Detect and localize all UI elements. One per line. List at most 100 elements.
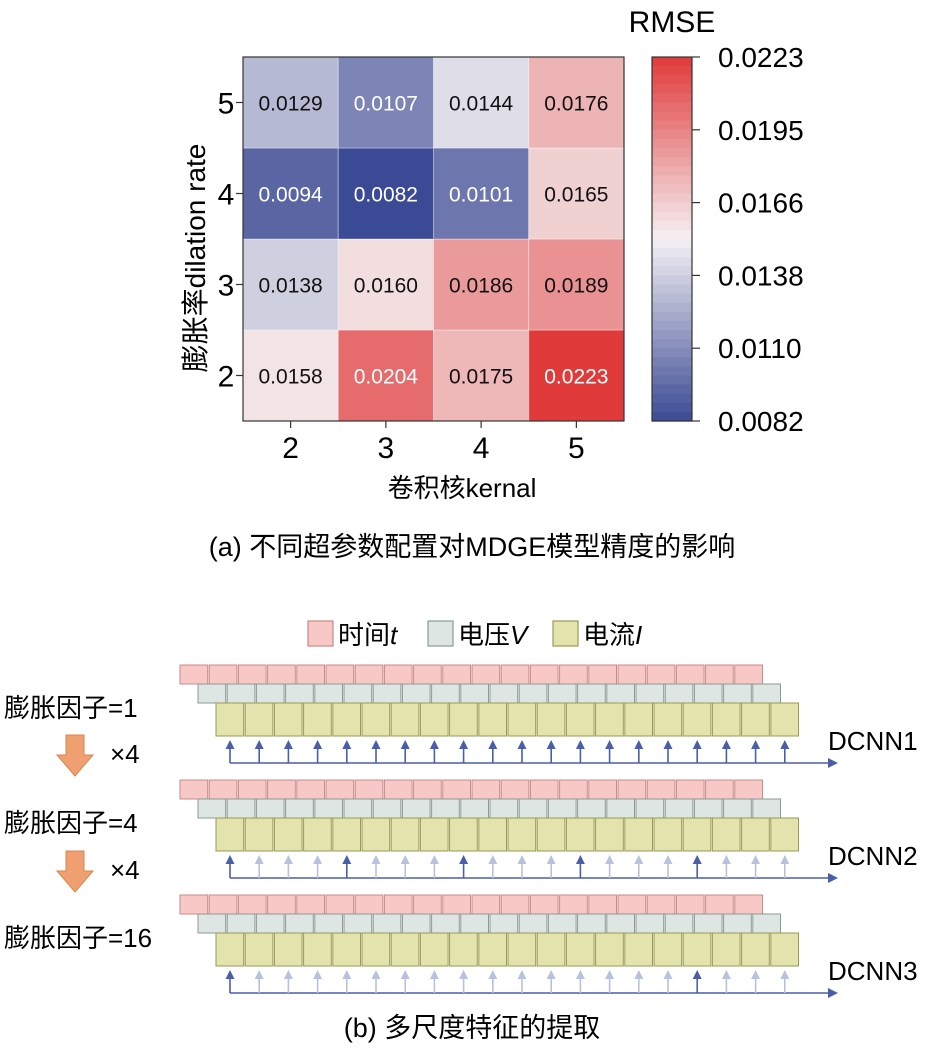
input-arrowhead xyxy=(459,740,469,749)
heatmap-cell xyxy=(242,238,339,331)
sequence-cell xyxy=(675,664,705,685)
sequence-cell xyxy=(595,702,624,737)
sequence-cell xyxy=(723,683,752,704)
sequence-cell xyxy=(244,817,274,852)
cell-value-label: 0.0158 xyxy=(259,366,323,389)
sequence-cell xyxy=(547,798,577,819)
sequence-cell xyxy=(413,779,442,800)
sequence-cell xyxy=(529,894,559,915)
sequence-cell xyxy=(383,664,413,685)
sequence-cell xyxy=(770,817,799,852)
sequence-cell xyxy=(419,817,449,852)
sequence-cell xyxy=(489,913,519,934)
sequence-cell xyxy=(559,664,588,685)
sequence-cell xyxy=(343,683,373,704)
sequence-cell xyxy=(325,664,355,685)
sequence-cell xyxy=(296,894,325,915)
colorbar-segment xyxy=(652,138,692,149)
sequence-cell xyxy=(267,894,296,915)
y-tick-label: 2 xyxy=(218,361,235,394)
input-arrowhead xyxy=(400,855,410,864)
sequence-cell xyxy=(518,798,548,819)
colorbar: 0.0223 0.0195 0.0166 0.0138 0.0110 0.0082 xyxy=(651,42,804,437)
sequence-cell xyxy=(711,702,741,737)
sequence-cell xyxy=(518,913,548,934)
arrowhead xyxy=(828,873,838,883)
x-tick-label: 2 xyxy=(282,432,299,465)
sequence-cell xyxy=(267,779,296,800)
sequence-cell xyxy=(646,779,676,800)
sequence-cell xyxy=(693,683,723,704)
sequence-cell xyxy=(577,913,606,934)
colorbar-segment xyxy=(652,375,692,386)
input-arrowhead xyxy=(400,970,410,979)
colorbar-frame xyxy=(651,56,693,422)
input-arrowhead xyxy=(605,855,615,864)
cell-value-label: 0.0082 xyxy=(354,184,418,207)
colorbar-segment xyxy=(652,66,692,76)
sequence-cell xyxy=(595,932,624,967)
sequence-cell xyxy=(624,932,653,967)
sequence-cell xyxy=(507,702,537,737)
heatmap-cell xyxy=(242,56,339,149)
sequence-cell xyxy=(664,798,694,819)
colorbar-segment xyxy=(652,339,692,349)
sequence-cell xyxy=(536,702,566,737)
sequence-cell xyxy=(536,932,566,967)
sequence-cell xyxy=(325,894,355,915)
sequence-cell xyxy=(303,817,332,852)
input-arrowhead xyxy=(254,740,264,749)
cell-value-label: 0.0223 xyxy=(544,366,608,389)
colorbar-segment xyxy=(652,229,692,240)
sequence-cell xyxy=(565,702,595,737)
sequence-cell xyxy=(559,894,588,915)
scale-factor-label: ×4 xyxy=(110,739,140,769)
sequence-cell xyxy=(354,894,384,915)
colorbar-segment xyxy=(652,266,692,276)
colorbar-segment xyxy=(652,120,692,131)
sequence-cell xyxy=(471,664,501,685)
sequence-cell xyxy=(361,702,391,737)
colorbar-segment xyxy=(652,302,692,313)
sequence-cell xyxy=(460,913,489,934)
sequence-cell xyxy=(500,664,530,685)
input-arrowhead xyxy=(575,970,585,979)
sequence-cell xyxy=(734,894,763,915)
sequence-cell xyxy=(577,798,606,819)
heatmap-cell xyxy=(242,329,339,422)
sequence-cell xyxy=(244,932,274,967)
input-arrowhead xyxy=(225,970,235,979)
input-arrowhead xyxy=(283,740,293,749)
scale-down-arrow: ×4 xyxy=(55,850,140,893)
input-arrowhead xyxy=(692,855,702,864)
sequence-cell xyxy=(332,932,361,967)
sequence-cell xyxy=(343,913,373,934)
sequence-cell xyxy=(705,779,734,800)
sequence-cell xyxy=(646,894,676,915)
colorbar-segment xyxy=(652,239,692,249)
sequence-cell xyxy=(267,664,296,685)
y-tick-label: 4 xyxy=(218,179,235,212)
cell-value-label: 0.0186 xyxy=(449,275,513,298)
dilation-row: 膨胀因子=1 DCNN1 xyxy=(4,664,918,768)
input-arrowhead xyxy=(751,855,761,864)
sequence-cell xyxy=(489,798,519,819)
sequence-cell xyxy=(478,932,507,967)
input-arrowhead xyxy=(254,970,264,979)
heatmap-cell xyxy=(337,238,434,331)
arrowhead xyxy=(828,988,838,998)
input-arrowhead xyxy=(663,970,673,979)
legend-variable: V xyxy=(510,620,530,650)
dilation-label: 膨胀因子=4 xyxy=(4,808,138,838)
colorbar-segment xyxy=(652,193,692,204)
caption-a: (a) 不同超参数配置对MDGE模型精度的影响 xyxy=(209,532,736,562)
input-arrowhead xyxy=(517,855,527,864)
sequence-cell xyxy=(529,664,559,685)
sequence-cell xyxy=(296,779,325,800)
input-arrowhead xyxy=(751,740,761,749)
input-arrowhead xyxy=(780,855,790,864)
colorbar-segment xyxy=(652,84,692,94)
arrowhead xyxy=(828,758,838,768)
sequence-cell xyxy=(226,683,256,704)
colorbar-segment xyxy=(652,75,692,85)
